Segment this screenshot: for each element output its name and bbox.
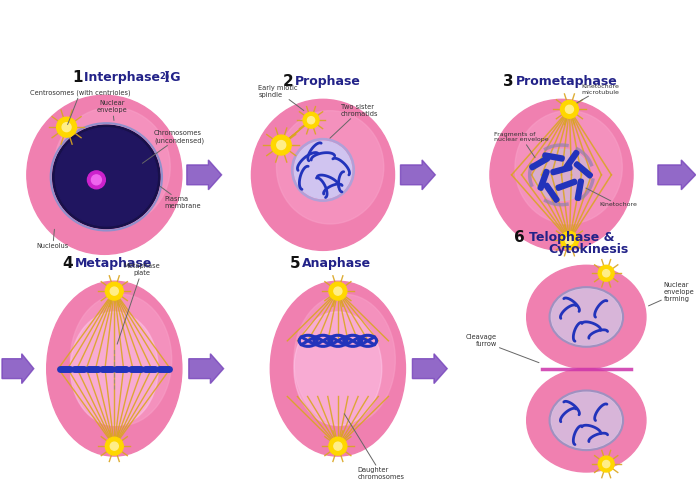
Text: Prophase: Prophase <box>295 75 361 88</box>
Ellipse shape <box>71 312 158 426</box>
Text: Two sister
chromatids: Two sister chromatids <box>330 104 379 138</box>
Text: 2: 2 <box>160 72 165 82</box>
Ellipse shape <box>47 281 182 456</box>
Text: 5: 5 <box>290 256 300 271</box>
Text: Cleavage
furrow: Cleavage furrow <box>466 334 539 363</box>
Circle shape <box>111 442 118 450</box>
Circle shape <box>111 287 118 295</box>
Text: ): ) <box>164 71 170 84</box>
Ellipse shape <box>276 111 384 224</box>
Ellipse shape <box>526 265 646 369</box>
FancyArrow shape <box>412 354 447 384</box>
Circle shape <box>105 282 123 300</box>
Circle shape <box>566 236 573 244</box>
Ellipse shape <box>550 392 622 449</box>
Text: Nuclear
envelope
forming: Nuclear envelope forming <box>648 282 694 306</box>
Circle shape <box>603 460 610 468</box>
Text: 2: 2 <box>282 74 293 89</box>
Text: 6: 6 <box>514 230 525 245</box>
Ellipse shape <box>490 99 633 250</box>
Text: Telophase &: Telophase & <box>528 231 614 244</box>
Ellipse shape <box>550 288 622 346</box>
FancyArrow shape <box>658 160 696 190</box>
Text: Fragments of
nuclear envelope: Fragments of nuclear envelope <box>494 132 549 157</box>
Ellipse shape <box>55 128 158 226</box>
Circle shape <box>329 282 346 300</box>
Circle shape <box>334 442 342 450</box>
Text: 4: 4 <box>62 256 73 271</box>
FancyArrow shape <box>187 160 222 190</box>
Ellipse shape <box>54 107 170 227</box>
Text: Nuclear
envelope: Nuclear envelope <box>97 100 127 120</box>
Ellipse shape <box>294 294 396 426</box>
Ellipse shape <box>515 111 622 224</box>
Text: Kinetochore
microtubule: Kinetochore microtubule <box>577 84 620 103</box>
Text: Kinetochore: Kinetochore <box>586 188 637 207</box>
Text: Centrosomes (with centrioles): Centrosomes (with centrioles) <box>30 89 130 125</box>
Circle shape <box>57 117 76 137</box>
Circle shape <box>92 175 102 185</box>
Text: Nucleolus: Nucleolus <box>37 229 69 249</box>
Ellipse shape <box>251 99 395 250</box>
Circle shape <box>105 437 123 455</box>
Text: Interphase (G: Interphase (G <box>85 71 181 84</box>
Circle shape <box>88 171 105 189</box>
Ellipse shape <box>270 281 405 456</box>
FancyArrow shape <box>400 160 435 190</box>
Ellipse shape <box>526 369 646 472</box>
Circle shape <box>62 123 71 132</box>
Text: 1: 1 <box>72 70 83 85</box>
Text: Anaphase: Anaphase <box>302 257 371 270</box>
Ellipse shape <box>294 141 352 199</box>
Text: Cytokinesis: Cytokinesis <box>549 243 629 256</box>
Circle shape <box>566 105 573 114</box>
Circle shape <box>276 141 286 150</box>
Text: Prometaphase: Prometaphase <box>516 75 617 88</box>
Ellipse shape <box>71 294 172 426</box>
Circle shape <box>603 270 610 277</box>
Circle shape <box>598 456 614 472</box>
Text: 3: 3 <box>503 74 514 89</box>
Circle shape <box>307 116 314 124</box>
FancyArrow shape <box>189 354 223 384</box>
Text: Metaphase: Metaphase <box>74 257 152 270</box>
FancyArrow shape <box>2 354 34 384</box>
Circle shape <box>561 100 578 118</box>
Circle shape <box>303 112 319 128</box>
Circle shape <box>272 135 291 155</box>
Ellipse shape <box>294 312 382 426</box>
Text: Metaphase
plate: Metaphase plate <box>117 263 160 344</box>
Circle shape <box>598 265 614 281</box>
Text: Daughter
chromosomes: Daughter chromosomes <box>344 414 405 481</box>
Text: Plasma
membrane: Plasma membrane <box>160 186 201 209</box>
Circle shape <box>334 287 342 295</box>
Ellipse shape <box>27 95 182 255</box>
Ellipse shape <box>533 149 589 201</box>
Circle shape <box>561 231 578 249</box>
Text: Chromosomes
(uncondensed): Chromosomes (uncondensed) <box>142 130 204 163</box>
Text: Early miotic
spindle: Early miotic spindle <box>258 85 304 111</box>
Circle shape <box>329 437 346 455</box>
Ellipse shape <box>52 125 160 228</box>
